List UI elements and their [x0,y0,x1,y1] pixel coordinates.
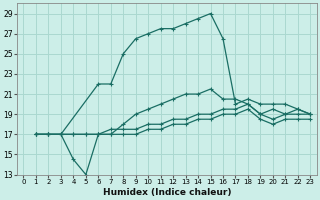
X-axis label: Humidex (Indice chaleur): Humidex (Indice chaleur) [103,188,231,197]
